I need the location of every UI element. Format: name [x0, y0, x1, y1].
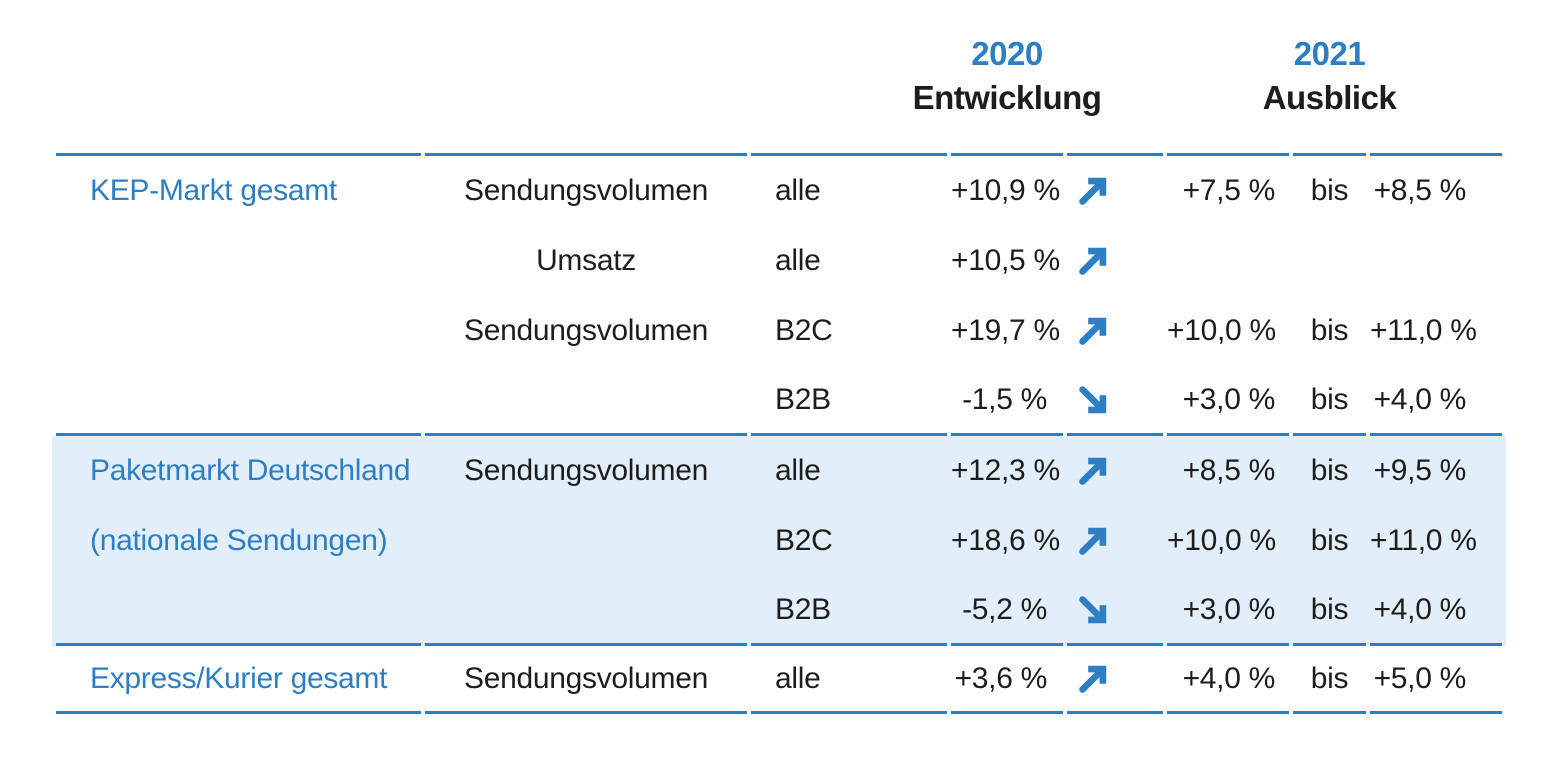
trend-arrow-icon — [1079, 527, 1107, 555]
trend-arrow-icon — [1079, 247, 1107, 275]
outlook-high-cell: +4,0 % — [1370, 366, 1502, 436]
segment-cell: alle — [775, 454, 821, 487]
table-row: Umsatz alle +10,5 % — [56, 226, 1502, 296]
dev-2020-cell: +3,6 % — [951, 646, 1063, 714]
market-cell — [56, 366, 421, 436]
dev-2020-cell: +19,7 % — [951, 314, 1060, 347]
table-row: B2B -1,5 % +3,0 % bis +4,0 % — [56, 366, 1502, 436]
segment-cell: alle — [751, 646, 947, 714]
kep-market-table-figure: 2020 Entwicklung 2021 Ausblick KEP-Markt… — [52, 0, 1506, 714]
trend-arrow-icon — [1079, 595, 1107, 623]
segment-cell: B2B — [751, 366, 947, 436]
outlook-low-cell — [1167, 226, 1289, 296]
dev-2020-cell: -1,5 % — [951, 366, 1063, 436]
dev-2020-cell: +18,6 % — [951, 524, 1060, 557]
header-label-entwicklung: Entwicklung — [912, 79, 1102, 117]
trend-cell — [1067, 366, 1163, 436]
dev-2020-cell: +12,3 % — [951, 454, 1060, 487]
trend-cell — [1067, 226, 1163, 296]
bis-cell: bis — [1310, 174, 1349, 207]
header-metric-cell — [425, 0, 747, 156]
table-header-row: 2020 Entwicklung 2021 Ausblick — [56, 0, 1502, 156]
bis-cell: bis — [1293, 366, 1366, 436]
table-row: B2B -5,2 % +3,0 % bis +4,0 % — [56, 576, 1502, 646]
trend-cell — [1067, 576, 1163, 646]
metric-cell — [425, 506, 747, 576]
metric-cell — [425, 366, 747, 436]
outlook-low-cell: +10,0 % — [1167, 524, 1276, 557]
trend-arrow-icon — [1079, 457, 1107, 485]
bis-cell: bis — [1310, 314, 1349, 347]
market-cell: Express/Kurier gesamt — [56, 646, 421, 714]
header-2020-entwicklung: 2020 Entwicklung — [913, 32, 1102, 121]
outlook-low-cell: +3,0 % — [1167, 366, 1289, 436]
metric-cell — [425, 576, 747, 646]
market-cell: KEP-Markt gesamt — [90, 174, 337, 207]
market-cell — [56, 296, 421, 366]
table-row: (nationale Sendungen) B2C +18,6 % +10,0 … — [56, 506, 1502, 576]
outlook-high-cell: +11,0 % — [1370, 314, 1477, 347]
outlook-low-cell: +3,0 % — [1167, 576, 1289, 646]
header-outlook-low-cell — [1167, 0, 1289, 156]
bis-cell: bis — [1310, 454, 1349, 487]
header-2020-cell: 2020 Entwicklung — [913, 0, 1102, 156]
outlook-low-cell: +4,0 % — [1167, 646, 1289, 714]
segment-cell: B2C — [775, 314, 833, 347]
market-cell — [56, 226, 421, 296]
metric-cell: Sendungsvolumen — [463, 454, 708, 487]
table-row: Express/Kurier gesamt Sendungsvolumen al… — [56, 646, 1502, 714]
header-year-2021: 2021 — [1293, 34, 1366, 72]
dev-2020-cell: -5,2 % — [951, 576, 1063, 646]
bis-cell: bis — [1293, 576, 1366, 646]
market-cell: (nationale Sendungen) — [90, 524, 388, 557]
segment-cell: B2B — [751, 576, 947, 646]
header-trend-cell — [1067, 0, 1163, 156]
bis-cell — [1293, 226, 1366, 296]
trend-arrow-icon — [1079, 385, 1107, 413]
outlook-high-cell — [1370, 226, 1502, 296]
trend-cell — [1067, 436, 1163, 506]
metric-cell: Sendungsvolumen — [425, 646, 747, 714]
paketmarkt-highlight-band — [52, 436, 1506, 646]
dev-2020-cell: +10,5 % — [951, 244, 1060, 277]
header-year-2020: 2020 — [971, 34, 1043, 72]
trend-cell — [1067, 296, 1163, 366]
outlook-low-cell: +7,5 % — [1182, 174, 1276, 207]
segment-cell: B2C — [775, 524, 833, 557]
metric-cell: Umsatz — [536, 244, 636, 277]
segment-cell: alle — [775, 174, 821, 207]
metric-cell: Sendungsvolumen — [463, 314, 708, 347]
outlook-high-cell: +8,5 % — [1373, 174, 1467, 207]
header-label-ausblick: Ausblick — [1262, 79, 1397, 117]
bis-cell: bis — [1310, 524, 1349, 557]
outlook-high-cell: +11,0 % — [1370, 524, 1477, 557]
trend-arrow-icon — [1079, 317, 1107, 345]
header-2021-cell: 2021 Ausblick — [1263, 0, 1397, 156]
table-row: KEP-Markt gesamt Sendungsvolumen alle +1… — [56, 156, 1502, 226]
header-segment-cell — [751, 0, 947, 156]
table-row: Paketmarkt Deutschland Sendungsvolumen a… — [56, 436, 1502, 506]
header-market-cell — [56, 0, 421, 156]
market-development-table: 2020 Entwicklung 2021 Ausblick KEP-Markt… — [52, 0, 1506, 714]
trend-arrow-icon — [1079, 177, 1107, 205]
trend-cell — [1067, 156, 1163, 226]
outlook-high-cell: +4,0 % — [1370, 576, 1502, 646]
outlook-low-cell: +10,0 % — [1167, 314, 1276, 347]
bis-cell: bis — [1293, 646, 1366, 714]
metric-cell: Sendungsvolumen — [463, 174, 708, 207]
table-row: Sendungsvolumen B2C +19,7 % +10,0 % bis … — [56, 296, 1502, 366]
outlook-low-cell: +8,5 % — [1182, 454, 1276, 487]
trend-arrow-icon — [1079, 665, 1107, 693]
header-outlook-high-cell — [1370, 0, 1502, 156]
market-cell: Paketmarkt Deutschland — [90, 454, 411, 487]
dev-2020-cell: +10,9 % — [951, 174, 1060, 207]
trend-cell — [1067, 646, 1163, 714]
outlook-high-cell: +5,0 % — [1370, 646, 1502, 714]
header-2021-ausblick: 2021 Ausblick — [1263, 32, 1397, 121]
market-cell — [56, 576, 421, 646]
trend-cell — [1067, 506, 1163, 576]
outlook-high-cell: +9,5 % — [1373, 454, 1467, 487]
segment-cell: alle — [775, 244, 821, 277]
